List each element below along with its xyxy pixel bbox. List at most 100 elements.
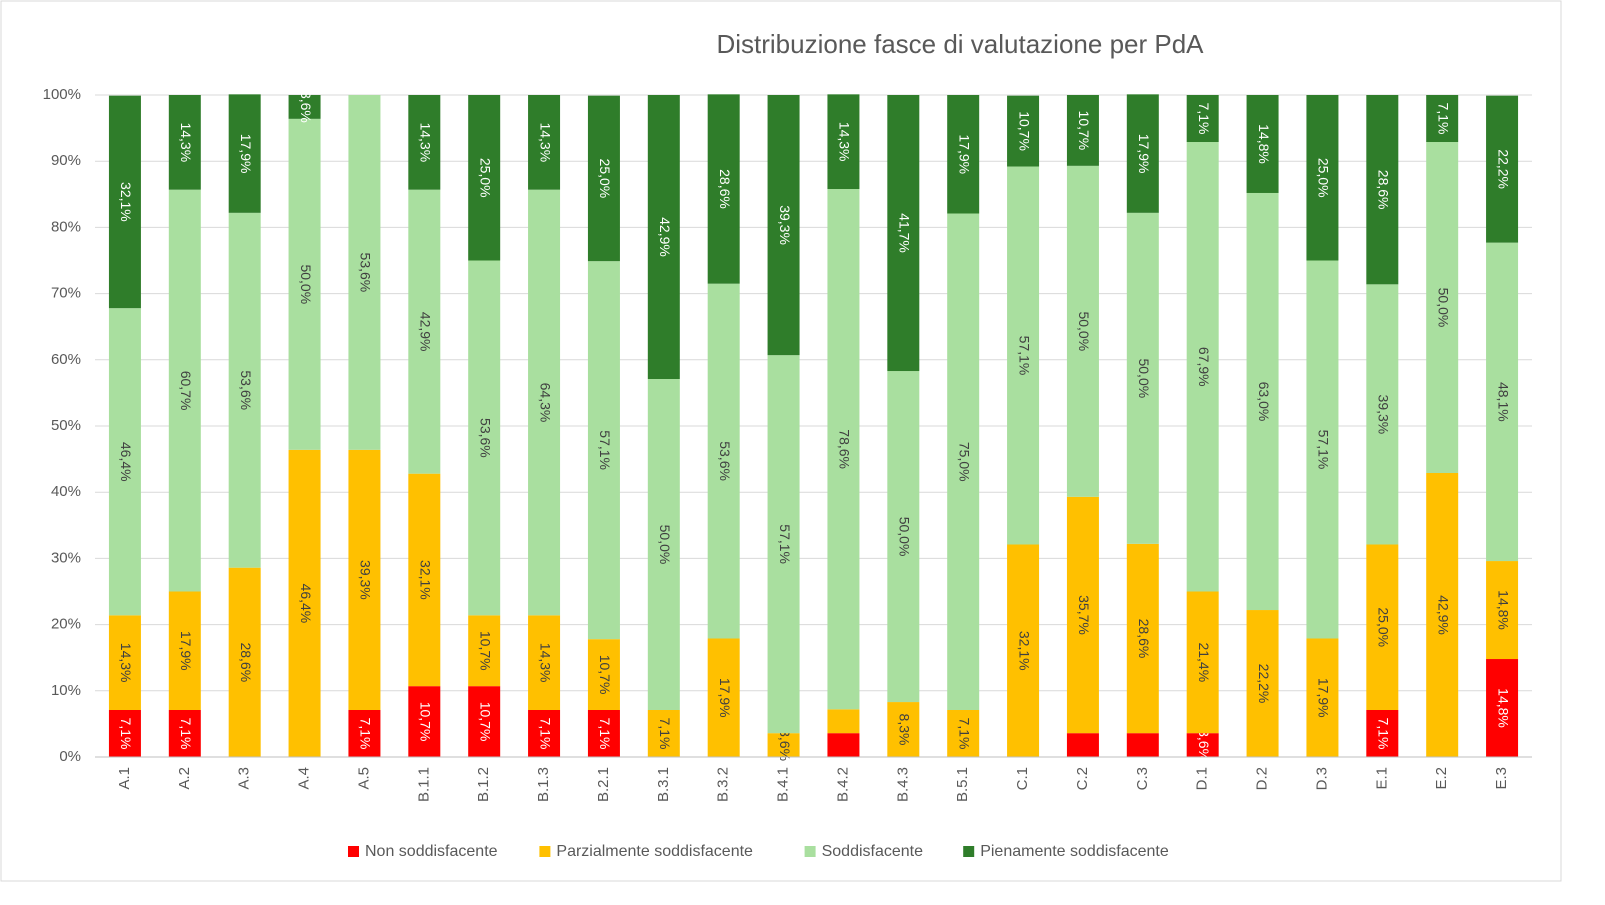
x-tick-label: D.3: [1313, 767, 1330, 790]
data-label: 10,7%: [477, 702, 493, 742]
bar-segment: [1126, 543, 1159, 734]
data-label: 8,3%: [897, 714, 913, 746]
data-label: 42,9%: [418, 312, 434, 352]
bar-segment: [887, 95, 920, 372]
x-tick-label: A.3: [236, 767, 253, 790]
bar-segment: [647, 378, 680, 710]
data-label: 22,2%: [1256, 664, 1272, 704]
legend-label: Soddisfacente: [822, 843, 924, 860]
data-label: 53,6%: [358, 253, 374, 293]
data-label: 67,9%: [1196, 347, 1212, 387]
data-label: 60,7%: [178, 371, 194, 411]
x-tick-label: A.4: [296, 767, 313, 790]
data-label: 28,6%: [1136, 619, 1152, 659]
bar-segment: [108, 709, 141, 757]
data-label: 41,7%: [897, 213, 913, 253]
bar-segment: [288, 118, 321, 450]
y-tick-label: 70%: [51, 285, 81, 302]
bar-segment: [827, 189, 860, 710]
bar-segment: [408, 473, 441, 687]
bar-segment: [647, 709, 680, 757]
bar-segment: [528, 709, 561, 757]
data-label: 10,7%: [1016, 111, 1032, 151]
data-label: 10,7%: [418, 702, 434, 742]
x-tick-label: B.3.2: [715, 767, 732, 802]
bar-segment: [1007, 544, 1040, 757]
bar-segment: [348, 709, 381, 757]
bar-segment: [468, 686, 501, 757]
data-label: 7,1%: [118, 718, 134, 750]
bar-segment: [587, 639, 620, 710]
data-label: 25,0%: [1376, 607, 1392, 647]
bar-segment: [1186, 591, 1219, 734]
data-label: 10,7%: [597, 655, 613, 695]
x-tick-label: B.1.3: [535, 767, 552, 802]
data-label: 46,4%: [118, 442, 134, 482]
data-label: 10,7%: [477, 631, 493, 671]
data-label: 17,9%: [1136, 134, 1152, 174]
bar-segment: [1366, 544, 1399, 710]
bar-segment: [1007, 166, 1040, 545]
bar-segment: [168, 95, 201, 190]
data-label: 14,3%: [178, 122, 194, 162]
bar-segment: [827, 709, 860, 734]
bar-segment: [947, 709, 980, 757]
data-label: 3,6%: [1196, 729, 1212, 761]
bar-segment: [468, 95, 501, 261]
bar-segment: [1426, 95, 1459, 143]
data-label: 64,3%: [537, 383, 553, 423]
data-label: 57,1%: [597, 430, 613, 470]
bar-segment: [1066, 733, 1099, 757]
data-label: 50,0%: [298, 264, 314, 304]
x-tick-label: A.5: [355, 767, 372, 790]
data-label: 39,3%: [358, 560, 374, 600]
x-tick-label: C.2: [1074, 767, 1091, 790]
bar-segment: [1486, 95, 1519, 243]
data-label: 7,1%: [178, 718, 194, 750]
data-label: 28,6%: [717, 169, 733, 209]
data-label: 53,6%: [717, 441, 733, 481]
y-tick-label: 100%: [43, 86, 81, 103]
x-tick-label: B.1.2: [475, 767, 492, 802]
y-tick-label: 20%: [51, 616, 81, 633]
bar-segment: [408, 189, 441, 474]
bar-segment: [707, 638, 740, 757]
bar-segment: [528, 95, 561, 190]
legend-label: Parzialmente soddisfacente: [556, 843, 753, 860]
data-label: 7,1%: [537, 718, 553, 750]
data-label: 39,3%: [1376, 395, 1392, 435]
y-tick-label: 80%: [51, 218, 81, 235]
data-label: 57,1%: [1316, 430, 1332, 470]
data-label: 39,3%: [777, 205, 793, 245]
data-label: 25,0%: [1316, 158, 1332, 198]
bar-segment: [228, 212, 261, 568]
bar-segment: [348, 95, 381, 450]
data-label: 28,6%: [238, 642, 254, 682]
data-label: 14,8%: [1495, 590, 1511, 630]
bar-segment: [1366, 284, 1399, 545]
x-tick-label: B.4.3: [894, 767, 911, 802]
y-tick-label: 30%: [51, 549, 81, 566]
x-tick-label: A.1: [116, 767, 133, 790]
data-label: 14,3%: [837, 122, 853, 162]
x-tick-label: B.1.1: [415, 767, 432, 802]
bar-segment: [1186, 95, 1219, 143]
x-tick-label: B.4.2: [834, 767, 851, 802]
bar-segment: [1366, 709, 1399, 757]
x-tick-label: D.2: [1254, 767, 1271, 790]
y-tick-label: 0%: [59, 748, 81, 765]
bar-segment: [288, 95, 321, 119]
data-label: 48,1%: [1495, 382, 1511, 422]
data-label: 35,7%: [1076, 595, 1092, 635]
bar-segment: [587, 709, 620, 757]
data-label: 14,3%: [537, 122, 553, 162]
bar-segment: [887, 371, 920, 703]
bar-segment: [1066, 496, 1099, 734]
y-tick-label: 10%: [51, 682, 81, 699]
data-label: 63,0%: [1256, 382, 1272, 422]
x-tick-label: C.3: [1134, 767, 1151, 790]
x-tick-label: A.2: [176, 767, 193, 790]
bar-segment: [408, 686, 441, 757]
data-label: 50,0%: [897, 517, 913, 557]
